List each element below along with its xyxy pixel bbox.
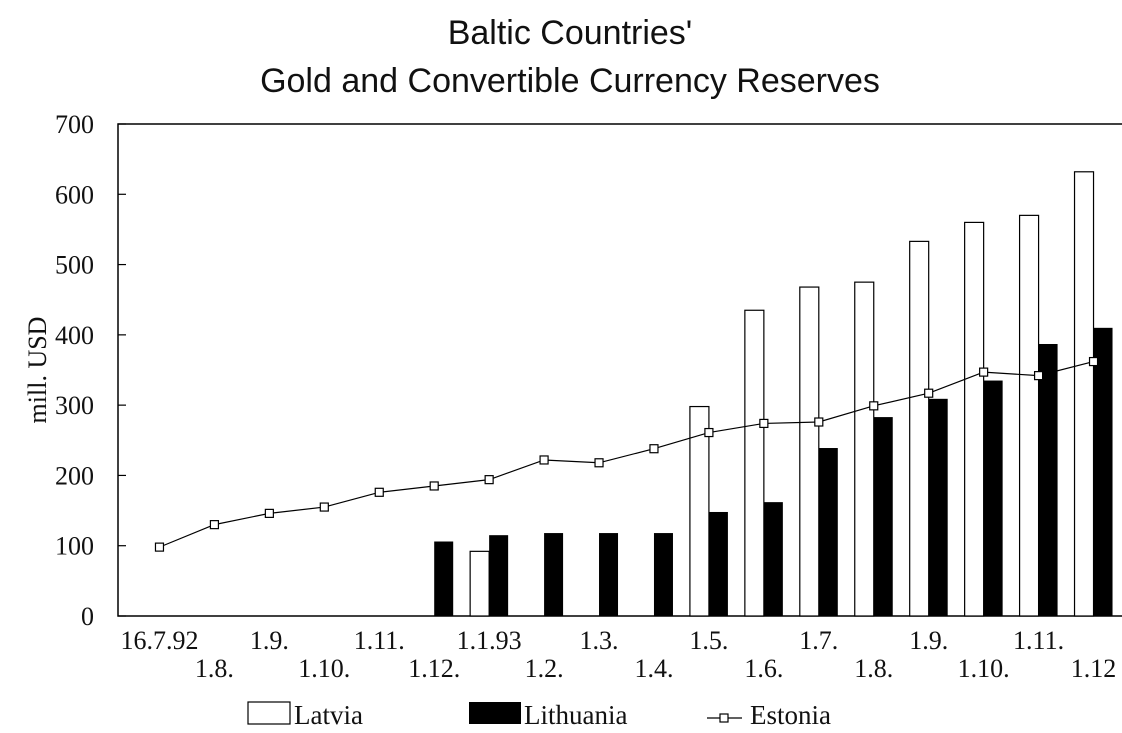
x-tick-label: 1.9. <box>250 626 289 655</box>
bar-latvia <box>964 221 985 617</box>
x-axis-ticks: 16.7.921.8.1.9.1.10.1.11.1.12.1.1.931.2.… <box>120 626 1116 683</box>
bar-latvia <box>689 405 710 617</box>
bar-lithuania <box>544 533 564 616</box>
chart-title-line-1: Baltic Countries' <box>448 14 693 52</box>
estonia-point <box>1033 371 1044 381</box>
x-tick-label: 1.12. <box>408 654 460 683</box>
estonia-line <box>159 360 1094 548</box>
y-tick-label: 100 <box>55 532 94 561</box>
bar-lithuania <box>434 541 454 616</box>
bar-latvia <box>469 550 490 617</box>
estonia-point <box>154 542 165 552</box>
y-tick-label: 600 <box>55 180 94 209</box>
legend-marker-estonia <box>719 713 729 723</box>
y-tick-label: 200 <box>55 461 94 490</box>
x-tick-label: 1.10. <box>298 654 350 683</box>
bar-lithuania <box>763 502 783 616</box>
bar-lithuania <box>489 535 509 616</box>
estonia-point <box>814 417 824 427</box>
y-axis-label: mill. USD <box>23 317 52 424</box>
bar-lithuania <box>599 533 619 616</box>
bar-series <box>434 171 1113 617</box>
legend-swatch-latvia <box>247 701 291 725</box>
x-tick-label: 1.3. <box>580 626 619 655</box>
y-tick-label: 700 <box>55 110 94 139</box>
bar-latvia <box>744 309 765 617</box>
y-tick-label: 500 <box>55 251 94 280</box>
x-tick-label: 1.6. <box>744 654 783 683</box>
x-tick-label: 1.10. <box>958 654 1010 683</box>
legend-label-estonia: Estonia <box>750 700 831 730</box>
legend-label-lithuania: Lithuania <box>524 700 627 730</box>
bar-lithuania <box>1093 327 1113 616</box>
estonia-point <box>759 418 769 429</box>
estonia-point <box>704 427 714 438</box>
x-tick-label: 16.7.92 <box>120 626 198 655</box>
estonia-point <box>539 455 549 465</box>
bar-latvia <box>799 286 820 617</box>
legend-item-estonia: Estonia <box>707 700 831 730</box>
legend-swatch-lithuania <box>469 702 521 724</box>
legend-label-latvia: Latvia <box>294 700 363 730</box>
estonia-point <box>869 401 879 411</box>
bar-latvia <box>909 240 930 617</box>
chart-title-line-2: Gold and Convertible Currency Reserves <box>260 62 880 100</box>
estonia-point <box>1088 356 1099 367</box>
estonia-line-series <box>154 356 1099 552</box>
estonia-point <box>374 487 384 497</box>
x-tick-label: 1.12 <box>1071 654 1117 683</box>
bar-latvia <box>1018 214 1040 617</box>
bar-lithuania <box>873 417 893 616</box>
y-tick-label: 400 <box>55 321 94 350</box>
x-tick-label: 1.8. <box>195 654 234 683</box>
x-tick-label: 1.4. <box>634 654 673 683</box>
x-tick-label: 1.11. <box>1013 626 1064 655</box>
estonia-point <box>649 444 659 454</box>
legend-item-latvia: Latvia <box>247 700 363 730</box>
bar-lithuania <box>818 448 838 616</box>
x-tick-label: 1.11. <box>354 626 405 655</box>
estonia-point <box>264 508 274 518</box>
x-tick-label: 1.8. <box>854 654 893 683</box>
estonia-point <box>209 520 220 530</box>
bar-latvia <box>1073 171 1095 617</box>
y-tick-label: 0 <box>81 602 94 631</box>
legend: Latvia Lithuania Estonia <box>247 700 831 730</box>
estonia-point <box>924 388 934 398</box>
x-tick-label: 1.5. <box>689 626 728 655</box>
x-tick-label: 1.9. <box>909 626 948 655</box>
bar-latvia <box>854 281 875 617</box>
bar-lithuania <box>983 380 1003 616</box>
plot-area <box>117 123 1122 617</box>
estonia-point <box>319 502 329 512</box>
estonia-point <box>484 475 494 485</box>
bar-lithuania <box>653 533 673 616</box>
y-tick-label: 300 <box>55 391 94 420</box>
x-tick-label: 1.7. <box>799 626 838 655</box>
x-tick-label: 1.2. <box>525 654 564 683</box>
estonia-point <box>594 458 604 468</box>
x-tick-label: 1.1.93 <box>457 626 522 655</box>
y-axis-ticks: 0 100 200 300 400 500 600 700 <box>55 110 126 631</box>
estonia-point <box>429 481 439 491</box>
estonia-point <box>979 367 989 377</box>
bar-lithuania <box>708 511 728 616</box>
bar-lithuania <box>1038 343 1058 616</box>
legend-item-lithuania: Lithuania <box>469 700 627 730</box>
bar-lithuania <box>928 398 948 616</box>
